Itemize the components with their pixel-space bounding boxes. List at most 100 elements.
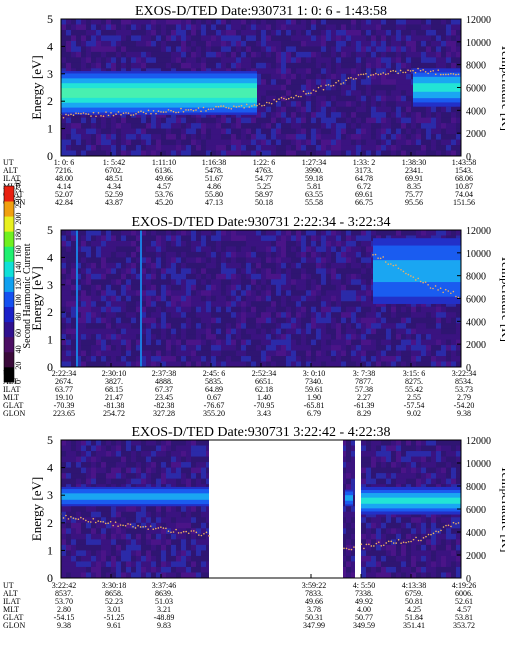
heatmap-cell (101, 290, 107, 297)
heatmap-cell (416, 57, 422, 64)
heatmap-cell (351, 35, 357, 42)
heatmap-cell (336, 230, 342, 236)
heatmap-cell (286, 46, 292, 53)
heatmap-cell (226, 273, 232, 280)
heatmap-cell (101, 478, 107, 485)
heatmap-cell (306, 79, 312, 86)
heatmap-cell (201, 257, 207, 264)
heatmap-cell (411, 345, 417, 351)
heatmap-cell (276, 90, 282, 97)
heatmap-cell (176, 123, 182, 129)
heatmap-cell (91, 139, 97, 146)
heatmap-cell (151, 246, 157, 253)
heatmap-cell (136, 440, 142, 446)
ephemeris-cell: 4.14 (57, 182, 71, 191)
heatmap-cell (106, 29, 112, 36)
heatmap-cell (286, 128, 292, 135)
heatmap-cell (421, 339, 427, 346)
heatmap-cell (271, 57, 277, 64)
heatmap-cell (111, 262, 117, 269)
heatmap-cell (126, 328, 132, 335)
temperature-point (345, 79, 347, 82)
heatmap-cell (181, 246, 187, 253)
heatmap-cell (66, 40, 72, 47)
heatmap-cell (161, 467, 167, 474)
heatmap-cell (251, 57, 257, 64)
heatmap-cell (311, 57, 317, 64)
heatmap-cell (386, 68, 392, 75)
heatmap-cell (216, 117, 222, 124)
heatmap-cell (106, 257, 112, 264)
heatmap-cell (151, 40, 157, 47)
heatmap-cell (316, 62, 322, 69)
heatmap-cell (181, 29, 187, 36)
heatmap-cell (166, 24, 172, 31)
heatmap-cell (306, 29, 312, 36)
heatmap-cell (141, 539, 147, 546)
heatmap-cell (281, 361, 287, 368)
heatmap-cell (106, 506, 112, 513)
heatmap-cell (126, 262, 132, 269)
heatmap-cell (201, 301, 207, 308)
heatmap-cell (226, 235, 232, 242)
heatmap-cell (146, 268, 152, 275)
heatmap-cell (246, 134, 252, 140)
heatmap-cell (236, 246, 242, 253)
heatmap-cell (241, 262, 247, 269)
heatmap-cell (261, 95, 267, 102)
heatmap-cell (101, 334, 107, 340)
heatmap-cell (361, 345, 367, 351)
heatmap-cell (171, 251, 177, 258)
heatmap-cell (356, 301, 362, 308)
heatmap-cell (261, 29, 267, 36)
heatmap-cell (321, 29, 327, 36)
heatmap-cell (146, 566, 152, 573)
ephemeris-cell: -81.38 (104, 401, 125, 410)
heatmap-cell (146, 24, 152, 31)
heatmap-cell (171, 273, 177, 280)
heatmap-cell (281, 290, 287, 297)
heatmap-cell (326, 345, 332, 351)
heatmap-cell (216, 323, 222, 329)
heatmap-cell (431, 334, 437, 340)
heatmap-cell (116, 356, 122, 362)
heatmap-cell (351, 361, 357, 368)
heatmap-cell (81, 345, 87, 351)
heatmap-cell (356, 345, 362, 351)
heatmap-cell (356, 230, 362, 236)
heatmap-cell (366, 90, 372, 97)
heatmap-cell (446, 24, 452, 31)
temperature-point (95, 115, 97, 118)
heatmap-cell (66, 345, 72, 351)
heatmap-cell (401, 29, 407, 36)
heatmap-cell (301, 150, 307, 157)
heatmap-cell (281, 128, 287, 135)
heatmap-cell (426, 51, 432, 58)
heatmap-cell (91, 112, 97, 118)
heatmap-cell (176, 323, 182, 329)
heatmap-cell (446, 312, 452, 318)
heatmap-cell (66, 473, 72, 479)
heatmap-cell (316, 257, 322, 264)
heatmap-cell (171, 139, 177, 146)
heatmap-cell (416, 35, 422, 42)
heatmap-cell (311, 301, 317, 308)
heatmap-cell (316, 57, 322, 64)
heatmap-cell (261, 295, 267, 302)
temperature-point (402, 71, 404, 74)
heatmap-cell (286, 301, 292, 308)
heatmap-cell (301, 251, 307, 258)
heatmap-cell (71, 284, 77, 291)
temperature-point (379, 257, 382, 260)
heatmap-cell (436, 317, 442, 324)
heatmap-cell (271, 301, 277, 308)
heatmap-cell (391, 345, 397, 351)
heatmap-cell (61, 145, 67, 151)
heatmap-cell (296, 312, 302, 318)
heatmap-cell (176, 295, 182, 302)
heatmap-cell (421, 317, 427, 324)
heatmap-cell (126, 145, 132, 151)
heatmap-cell (136, 517, 142, 524)
heatmap-cell (296, 230, 302, 236)
heatmap-cell (116, 440, 122, 446)
